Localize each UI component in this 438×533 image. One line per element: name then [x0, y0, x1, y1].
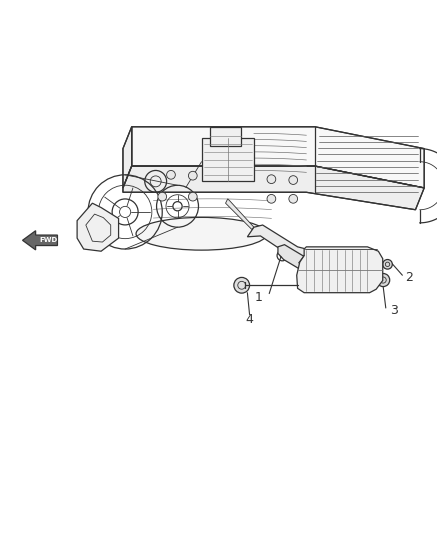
- Polygon shape: [77, 203, 119, 251]
- FancyBboxPatch shape: [201, 138, 254, 181]
- Polygon shape: [247, 225, 306, 258]
- Circle shape: [188, 192, 197, 201]
- Polygon shape: [297, 247, 383, 293]
- Text: 3: 3: [390, 304, 398, 317]
- Circle shape: [289, 195, 297, 203]
- Text: FWD: FWD: [39, 237, 58, 243]
- Circle shape: [377, 273, 390, 287]
- Circle shape: [267, 195, 276, 203]
- Circle shape: [188, 171, 197, 180]
- Text: 2: 2: [405, 271, 413, 284]
- Circle shape: [166, 171, 175, 179]
- Text: 4: 4: [246, 313, 254, 326]
- Circle shape: [383, 260, 392, 269]
- Circle shape: [234, 277, 250, 293]
- Polygon shape: [210, 127, 241, 147]
- Circle shape: [267, 175, 276, 183]
- Polygon shape: [132, 127, 424, 188]
- Circle shape: [289, 176, 297, 184]
- Polygon shape: [226, 199, 254, 229]
- Polygon shape: [123, 166, 424, 210]
- Circle shape: [158, 192, 166, 201]
- Circle shape: [303, 262, 318, 278]
- Polygon shape: [123, 127, 132, 188]
- Polygon shape: [22, 231, 57, 250]
- Polygon shape: [278, 245, 311, 272]
- Circle shape: [332, 263, 346, 277]
- Ellipse shape: [136, 217, 267, 250]
- Text: 1: 1: [254, 290, 262, 304]
